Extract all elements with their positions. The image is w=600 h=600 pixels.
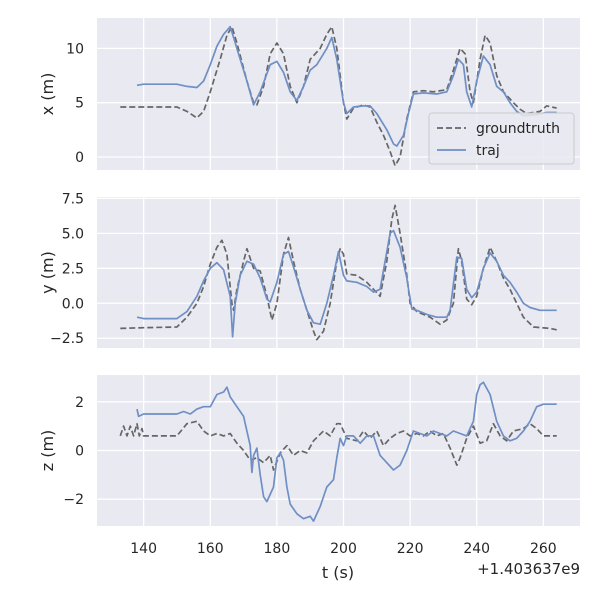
legend-groundtruth-label: groundtruth — [476, 121, 560, 137]
legend-traj-label: traj — [476, 143, 500, 159]
x-tick-label: 160 — [197, 541, 224, 557]
y-tick-label: 7.5 — [62, 191, 84, 207]
y-tick-label: 2.5 — [62, 261, 84, 277]
y-axis-label-x: x (m) — [38, 73, 57, 116]
plot-background — [97, 197, 580, 348]
y-tick-label: 5 — [75, 96, 84, 112]
x-tick-label: 200 — [330, 541, 357, 557]
x-axis-label: t (s) — [322, 563, 354, 582]
groundtruth-line-z — [119, 420, 557, 471]
y-tick-label: 0.0 — [62, 296, 84, 312]
x-tick-label: 220 — [397, 541, 424, 557]
traj-line-z — [136, 381, 557, 522]
y-tick-label: 0 — [75, 444, 84, 460]
traj-line-x — [136, 25, 557, 147]
traj-line-y — [136, 229, 557, 338]
x-tick-label: 180 — [264, 541, 291, 557]
panel-y: −2.5 0.0 2.5 5.0 7.5 y (m) — [38, 191, 580, 348]
groundtruth-line-y — [120, 204, 557, 341]
legend-box — [428, 112, 575, 165]
y-axis-label-z: z (m) — [38, 430, 57, 472]
legend: groundtruth traj — [428, 112, 575, 165]
x-tick-label: 240 — [463, 541, 490, 557]
x-offset-label: +1.403637e9 — [477, 560, 580, 578]
y-tick-label: −2.5 — [50, 331, 84, 347]
y-tick-label: 5.0 — [62, 226, 84, 242]
y-tick-label: −2 — [63, 492, 84, 508]
x-tick-label: 140 — [130, 541, 157, 557]
y-tick-label: 0 — [75, 150, 84, 166]
y-axis-label-y: y (m) — [38, 251, 57, 294]
panel-z: −2 0 2 z (m) — [38, 375, 580, 526]
x-tick-label: 260 — [530, 541, 557, 557]
y-tick-label: 2 — [75, 395, 84, 411]
panel-x: 0 5 10 x (m) — [38, 18, 580, 170]
y-tick-label: 10 — [66, 41, 84, 57]
